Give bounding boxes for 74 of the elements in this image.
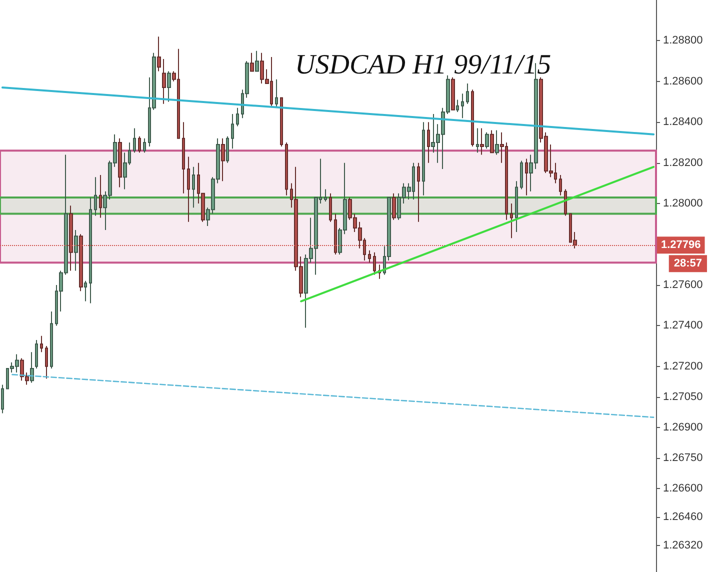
candlestick	[30, 352, 34, 384]
candlestick	[461, 93, 464, 119]
candlestick	[280, 97, 283, 148]
candlestick	[89, 196, 92, 304]
y-tick-label: 1.28400	[663, 116, 703, 128]
candlestick	[485, 132, 489, 150]
candlestick	[133, 128, 136, 154]
candlestick	[476, 128, 479, 154]
candlestick	[1, 384, 4, 414]
y-tick-label: 1.26600	[663, 482, 703, 495]
candlestick	[143, 138, 146, 154]
candlestick	[564, 188, 567, 216]
candlestick	[495, 130, 499, 156]
candlestick	[427, 122, 430, 164]
candlestick	[480, 128, 484, 156]
candlestick	[40, 335, 43, 353]
y-tick-label: 1.28600	[663, 75, 703, 88]
candlestick	[525, 158, 528, 196]
candlestick	[118, 138, 122, 188]
candlestick	[520, 160, 523, 190]
candlestick	[329, 192, 332, 222]
y-tick-label: 1.28800	[663, 34, 703, 47]
candlestick	[334, 213, 337, 255]
candlestick	[99, 174, 102, 218]
candlestick	[515, 180, 518, 233]
candlestick	[490, 130, 494, 154]
y-tick-label: 1.27600	[663, 278, 703, 291]
y-tick-label: 1.28200	[663, 156, 703, 169]
candlestick	[192, 166, 195, 208]
candlestick	[94, 176, 97, 216]
candlestick	[50, 310, 53, 369]
candlestick	[45, 346, 48, 380]
candlestick	[79, 234, 83, 292]
candlestick	[182, 122, 185, 194]
candlestick	[74, 230, 78, 272]
candlestick	[422, 122, 425, 196]
y-tick-label: 1.27200	[663, 360, 703, 372]
candlestick	[250, 52, 254, 72]
candlestick	[417, 162, 420, 222]
candlestick	[187, 156, 190, 222]
candlestick	[35, 339, 38, 369]
text: 28:57	[674, 258, 702, 270]
ref-line-label: 1.27796	[661, 239, 701, 252]
candlestick	[466, 82, 469, 104]
candlestick	[275, 78, 278, 108]
candlestick	[138, 136, 141, 154]
candlestick	[69, 205, 73, 272]
candlestick	[167, 70, 171, 102]
candlestick	[559, 174, 562, 196]
candlestick	[255, 50, 259, 72]
candlestick	[236, 107, 239, 127]
y-tick-label: 1.26320	[663, 540, 703, 552]
candlestick	[285, 142, 288, 196]
candlestick	[84, 280, 87, 302]
candlestick	[231, 113, 234, 150]
candlestick	[162, 58, 166, 104]
candlestick	[373, 252, 376, 276]
y-tick-label: 1.26460	[663, 511, 703, 524]
candlestick	[471, 89, 474, 148]
y-tick-label: 1.27400	[663, 320, 703, 332]
candlestick	[451, 76, 455, 110]
candlestick	[368, 250, 371, 264]
text: USDCAD H1 99/11/15	[295, 50, 552, 80]
candlestick	[392, 192, 396, 220]
candlestick	[157, 36, 161, 72]
candlestick	[456, 99, 459, 112]
candlestick	[226, 136, 229, 164]
y-tick-label: 1.27050	[663, 390, 703, 403]
y-tick-label: 1.26750	[663, 452, 703, 464]
y-tick-label: 1.28000	[663, 198, 703, 210]
y-tick-label: 1.26900	[663, 421, 703, 434]
candlestick	[510, 203, 513, 239]
candlestick	[221, 138, 225, 182]
candlestick	[324, 188, 327, 202]
